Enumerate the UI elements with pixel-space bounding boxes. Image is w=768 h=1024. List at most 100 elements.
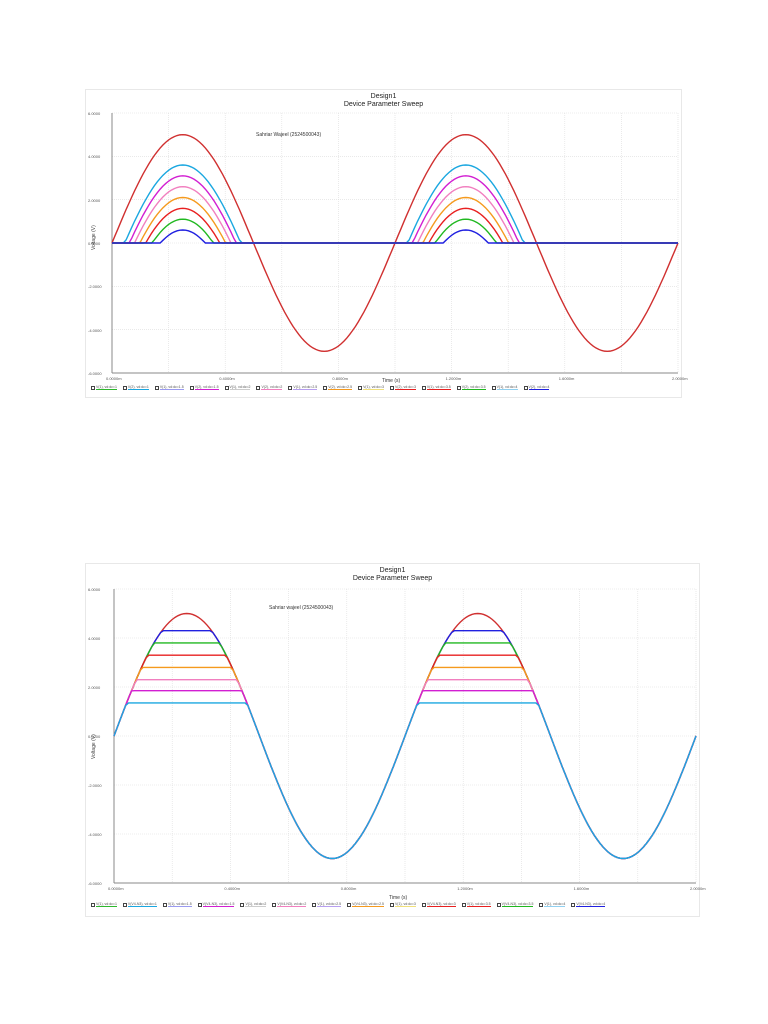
- legend: V(1), vd:dc=1 V(V4-N3), vd:dc=1 V(1), vd:d…: [91, 902, 606, 907]
- annotation: Sahriar wajeel (2524500043): [269, 605, 334, 611]
- annotation: Sahriar Wajeel (2524500043): [256, 132, 322, 138]
- legend-checkbox-icon[interactable]: [288, 386, 293, 390]
- legend-checkbox-icon[interactable]: [197, 903, 202, 907]
- legend-label: V(1), vd:dc=2: [229, 385, 251, 390]
- y-tick-label: -4.0000: [88, 327, 102, 333]
- y-tick-label: 4.0000: [88, 154, 101, 160]
- chart-subtitle: Device Parameter Sweep: [343, 101, 424, 108]
- legend-checkbox-icon[interactable]: [122, 903, 127, 907]
- legend-item[interactable]: V(1), vd:dc=4: [539, 902, 566, 907]
- legend-label: V(2), vd:dc=3: [394, 385, 416, 390]
- chart-title: Design1: [370, 93, 397, 100]
- y-tick-label: -6.0000: [88, 881, 102, 886]
- legend-label: V(1), vd:dc=4: [544, 902, 566, 907]
- legend-item[interactable]: V(V4-N3), vd:dc=1: [122, 902, 157, 907]
- legend-item[interactable]: V(V4-N3), vd:dc=2.5: [347, 902, 384, 907]
- legend-checkbox-icon[interactable]: [421, 903, 426, 907]
- legend: V(1), vd:dc=1 V(2), vd:dc=1 V(1), vd:dc=1.…: [91, 385, 550, 390]
- legend-label: V(V4-N3), vd:dc=4: [576, 902, 606, 907]
- legend-item[interactable]: V(2), vd:dc=3: [389, 385, 416, 390]
- legend-checkbox-icon[interactable]: [456, 386, 461, 390]
- legend-item[interactable]: V(1), vd:dc=3.5: [461, 902, 491, 907]
- y-tick-label: -2.0000: [88, 783, 102, 788]
- legend-item[interactable]: V(1), vd:dc=2: [224, 385, 251, 390]
- legend-label: V(1), vd:dc=1: [96, 385, 117, 390]
- legend-checkbox-icon[interactable]: [312, 903, 317, 907]
- legend-checkbox-icon[interactable]: [256, 386, 261, 390]
- legend-item[interactable]: V(1), vd:dc=1: [91, 902, 117, 907]
- legend-checkbox-icon[interactable]: [91, 386, 95, 390]
- legend-item[interactable]: V(1), vd:dc=3.5: [421, 385, 451, 390]
- x-tick-label: 1.6000m: [573, 886, 590, 891]
- legend-item[interactable]: V(1), vd:dc=4: [491, 385, 518, 390]
- legend-checkbox-icon[interactable]: [240, 903, 245, 907]
- legend-label: V(2), vd:dc=2.5: [328, 385, 353, 390]
- legend-label: V(V4-N3), vd:dc=3.5: [501, 902, 534, 907]
- y-tick-label: 2.0000: [88, 685, 101, 690]
- legend-item[interactable]: V(1), vd:dc=2.5: [288, 385, 318, 390]
- x-tick-label: 1.2000m: [445, 376, 462, 381]
- legend-checkbox-icon[interactable]: [491, 386, 496, 390]
- x-axis-label: Time (s): [382, 378, 401, 384]
- legend-item[interactable]: V(2), vd:dc=1: [122, 385, 149, 390]
- legend-checkbox-icon[interactable]: [162, 903, 167, 907]
- legend-checkbox-icon[interactable]: [122, 386, 127, 390]
- legend-checkbox-icon[interactable]: [389, 903, 394, 907]
- legend-item[interactable]: V(1), vd:dc=1: [91, 385, 117, 390]
- x-tick-label: 0.4000m: [219, 376, 235, 381]
- legend-checkbox-icon[interactable]: [154, 386, 159, 390]
- legend-item[interactable]: V(V4-N3), vd:dc=4: [571, 902, 606, 907]
- legend-label: V(2), vd:dc=1: [127, 385, 149, 390]
- legend-item[interactable]: V(1), vd:dc=3: [389, 902, 416, 907]
- legend-item[interactable]: V(V4-N3), vd:dc=1.5: [197, 902, 235, 907]
- y-axis-label: Voltage (V): [91, 225, 97, 250]
- legend-item[interactable]: V(2), vd:dc=3.5: [456, 385, 486, 390]
- y-tick-label: 0.0000: [88, 241, 101, 246]
- x-tick-label: 0.8000m: [340, 886, 357, 891]
- legend-checkbox-icon[interactable]: [358, 386, 363, 390]
- legend-checkbox-icon[interactable]: [323, 386, 328, 390]
- legend-checkbox-icon[interactable]: [272, 903, 277, 907]
- legend-checkbox-icon[interactable]: [347, 903, 352, 907]
- x-tick-label: 1.2000m: [457, 886, 473, 891]
- legend-item[interactable]: V(2), vd:dc=2: [256, 385, 283, 390]
- y-tick-label: 6.0000: [88, 111, 101, 116]
- legend-label: V(1), vd:dc=3.5: [466, 902, 491, 907]
- legend-checkbox-icon[interactable]: [189, 386, 194, 390]
- legend-item[interactable]: V(2), vd:dc=2.5: [323, 385, 353, 390]
- chart-subtitle: Device Parameter Sweep: [352, 575, 433, 582]
- legend-item[interactable]: V(V4-N3), vd:dc=2: [272, 902, 307, 907]
- legend-item[interactable]: V(V4-N3), vd:dc=3: [421, 902, 456, 907]
- legend-label: V(1), vd:dc=2.5: [317, 902, 342, 907]
- legend-item[interactable]: V(1), vd:dc=2: [240, 902, 267, 907]
- x-axis-label: Time (s): [389, 895, 408, 901]
- legend-checkbox-icon[interactable]: [224, 386, 229, 390]
- legend-label: V(V4-N3), vd:dc=1: [127, 902, 157, 907]
- legend-label: V(2), vd:dc=4: [528, 385, 550, 390]
- legend-checkbox-icon[interactable]: [421, 386, 426, 390]
- legend-item[interactable]: V(1), vd:dc=2.5: [312, 902, 342, 907]
- legend-label: V(1), vd:dc=1.5: [167, 902, 192, 907]
- legend-label: V(1), vd:dc=3: [394, 902, 416, 907]
- legend-checkbox-icon[interactable]: [91, 903, 95, 907]
- legend-checkbox-icon[interactable]: [539, 903, 544, 907]
- y-tick-label: 0.0000: [88, 734, 101, 739]
- chart-top: Design1 Device Parameter Sweep Sahriar W…: [85, 89, 688, 398]
- legend-checkbox-icon[interactable]: [523, 386, 528, 390]
- legend-item[interactable]: V(2), vd:dc=4: [523, 385, 550, 390]
- legend-label: V(1), vd:dc=3: [363, 385, 384, 390]
- x-tick-label: 0.0000m: [106, 376, 122, 381]
- legend-checkbox-icon[interactable]: [571, 903, 576, 907]
- legend-label: V(1), vd:dc=4: [496, 385, 518, 390]
- legend-item[interactable]: V(2), vd:dc=1.5: [189, 385, 219, 390]
- legend-item[interactable]: V(1), vd:dc=1.5: [162, 902, 192, 907]
- legend-item[interactable]: V(1), vd:dc=3: [358, 385, 384, 390]
- legend-checkbox-icon[interactable]: [496, 903, 501, 907]
- plot-area: [111, 112, 679, 374]
- legend-checkbox-icon[interactable]: [461, 903, 466, 907]
- legend-item[interactable]: V(1), vd:dc=1.5: [154, 385, 184, 390]
- legend-item[interactable]: V(V4-N3), vd:dc=3.5: [496, 902, 534, 907]
- x-tick-label: 0.0000m: [108, 886, 124, 891]
- legend-checkbox-icon[interactable]: [389, 386, 394, 390]
- x-tick-label: 0.8000m: [332, 376, 348, 381]
